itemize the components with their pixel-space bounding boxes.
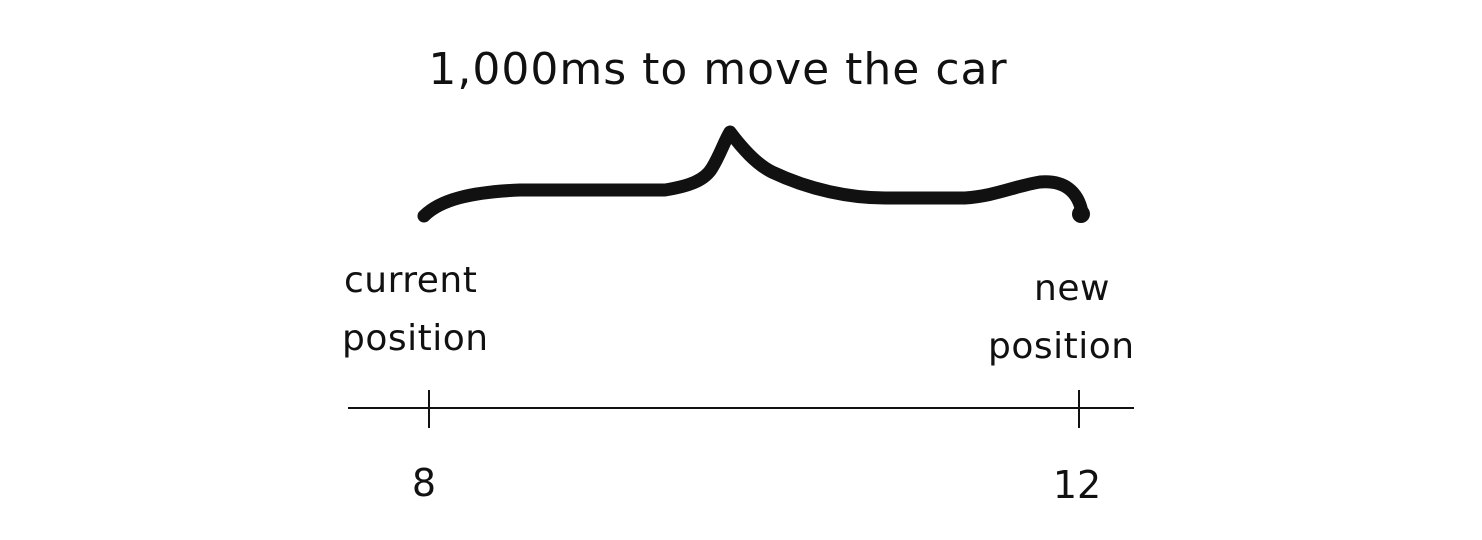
start-value: 8: [412, 461, 436, 505]
brace-end-dot: [1072, 205, 1090, 223]
start-label-line2: position: [342, 318, 489, 359]
end-value: 12: [1053, 463, 1101, 507]
end-label-line1: new: [1034, 268, 1110, 309]
curly-brace: [417, 125, 1089, 223]
duration-label: 1,000ms to move the car: [428, 44, 1007, 95]
end-label-line2: position: [988, 326, 1135, 367]
start-label-line1: current: [344, 260, 477, 301]
